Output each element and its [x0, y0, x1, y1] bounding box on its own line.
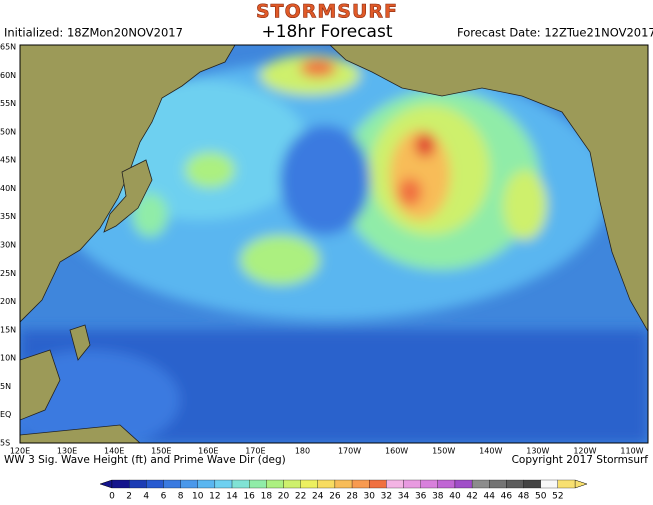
lon-label: 130W: [526, 447, 549, 456]
colorbar-label: 8: [178, 492, 184, 502]
colorbar-label: 22: [295, 492, 306, 502]
colorbar-label: 32: [381, 492, 392, 502]
colorbar-label: 16: [243, 492, 255, 502]
colorbar-label: 26: [329, 492, 341, 502]
colorbar-swatch: [146, 479, 164, 489]
lon-label: 170W: [338, 447, 361, 456]
lat-label: 65N: [0, 43, 16, 52]
colorbar-label: 30: [363, 492, 375, 502]
colorbar-arrow-low: [99, 479, 113, 489]
forecast-date: Forecast Date: 12ZTue21NOV2017: [457, 26, 653, 40]
colorbar-label: 50: [535, 492, 547, 502]
colorbar-label: 52: [552, 492, 563, 502]
logo: STORMSURF: [256, 1, 398, 23]
colorbar-label: 10: [192, 492, 204, 502]
lon-label: 160W: [385, 447, 408, 456]
colorbar-label: 44: [484, 492, 496, 502]
lon-label: 110W: [620, 447, 643, 456]
colorbar-label: 34: [398, 492, 410, 502]
lon-label: 160E: [198, 447, 218, 456]
colorbar-label: 12: [209, 492, 220, 502]
lat-label: 55N: [0, 99, 16, 108]
lon-label: 140E: [104, 447, 124, 456]
colorbar-swatch: [266, 479, 284, 489]
wave-field: [20, 55, 648, 443]
colorbar-swatch: [231, 479, 250, 489]
colorbar-label: 18: [261, 492, 273, 502]
colorbar-swatch: [111, 479, 130, 489]
lat-label: EQ: [0, 410, 11, 419]
lat-label: 5N: [0, 382, 11, 391]
colorbar-label: 0: [109, 492, 115, 502]
lat-label: 35N: [0, 212, 16, 221]
lat-label: 15N: [0, 325, 16, 334]
colorbar-swatch: [283, 479, 301, 489]
colorbar-label: 48: [518, 492, 530, 502]
colorbar-swatch: [506, 479, 524, 489]
land: [20, 45, 648, 443]
lat-label: 45N: [0, 156, 16, 165]
lon-label: 150E: [151, 447, 171, 456]
colorbar-swatch: [454, 479, 473, 489]
colorbar-label: 42: [466, 492, 477, 502]
colorbar-swatch: [128, 479, 147, 489]
colorbar-swatch: [300, 479, 318, 489]
caption: WW 3 Sig. Wave Height (ft) and Prime Wav…: [4, 454, 286, 466]
colorbar-label: 40: [449, 492, 461, 502]
colorbar-label: 2: [126, 492, 132, 502]
colorbar-label: 6: [161, 492, 167, 502]
initialized: Initialized: 18ZMon20NOV2017: [4, 26, 183, 40]
lon-label: 170E: [245, 447, 265, 456]
lat-label: 40N: [0, 184, 16, 193]
lon-label: 150W: [432, 447, 455, 456]
colorbar-swatch: [437, 479, 456, 489]
colorbar-swatch: [214, 479, 233, 489]
colorbar-label: 36: [415, 492, 427, 502]
map-frame: [19, 44, 649, 444]
colorbar-label: 28: [346, 492, 358, 502]
colorbar-swatch: [197, 479, 216, 489]
colorbar-swatch: [163, 479, 181, 489]
lon-label: 120E: [10, 447, 30, 456]
colorbar-label: 20: [278, 492, 290, 502]
colorbar-swatch: [351, 479, 370, 489]
copyright: Copyright 2017 Stormsurf: [512, 454, 649, 466]
lat-label: 50N: [0, 127, 16, 136]
colorbar-swatch: [403, 479, 421, 489]
colorbar-swatch: [386, 479, 404, 489]
colorbar-swatch: [334, 479, 353, 489]
map: [20, 45, 648, 443]
lon-label: 140W: [479, 447, 502, 456]
colorbar-label: 24: [312, 492, 324, 502]
colorbar-swatch: [369, 479, 387, 489]
colorbar-swatch: [471, 479, 490, 489]
colorbar-swatch: [557, 479, 576, 489]
lat-label: 25N: [0, 269, 16, 278]
colorbar-label: 14: [226, 492, 238, 502]
colorbar-swatch: [249, 479, 267, 489]
title: +18hr Forecast: [262, 22, 393, 42]
colorbar-swatch: [180, 479, 198, 489]
colorbar-swatch: [489, 479, 507, 489]
colorbar-swatch: [317, 479, 336, 489]
lat-label: 60N: [0, 71, 16, 80]
colorbar-swatch: [540, 479, 559, 489]
colorbar-label: 4: [143, 492, 149, 502]
lon-label: 180: [295, 447, 310, 456]
lat-label: 10N: [0, 354, 16, 363]
lon-label: 120W: [573, 447, 596, 456]
colorbar-arrow-high: [574, 479, 588, 489]
lat-label: 30N: [0, 241, 16, 250]
lat-label: 5S: [0, 439, 10, 448]
colorbar-label: 46: [501, 492, 513, 502]
colorbar-swatch: [420, 479, 438, 489]
colorbar-swatch: [523, 479, 541, 489]
lon-label: 130E: [57, 447, 77, 456]
colorbar-label: 38: [432, 492, 444, 502]
lat-label: 20N: [0, 297, 16, 306]
